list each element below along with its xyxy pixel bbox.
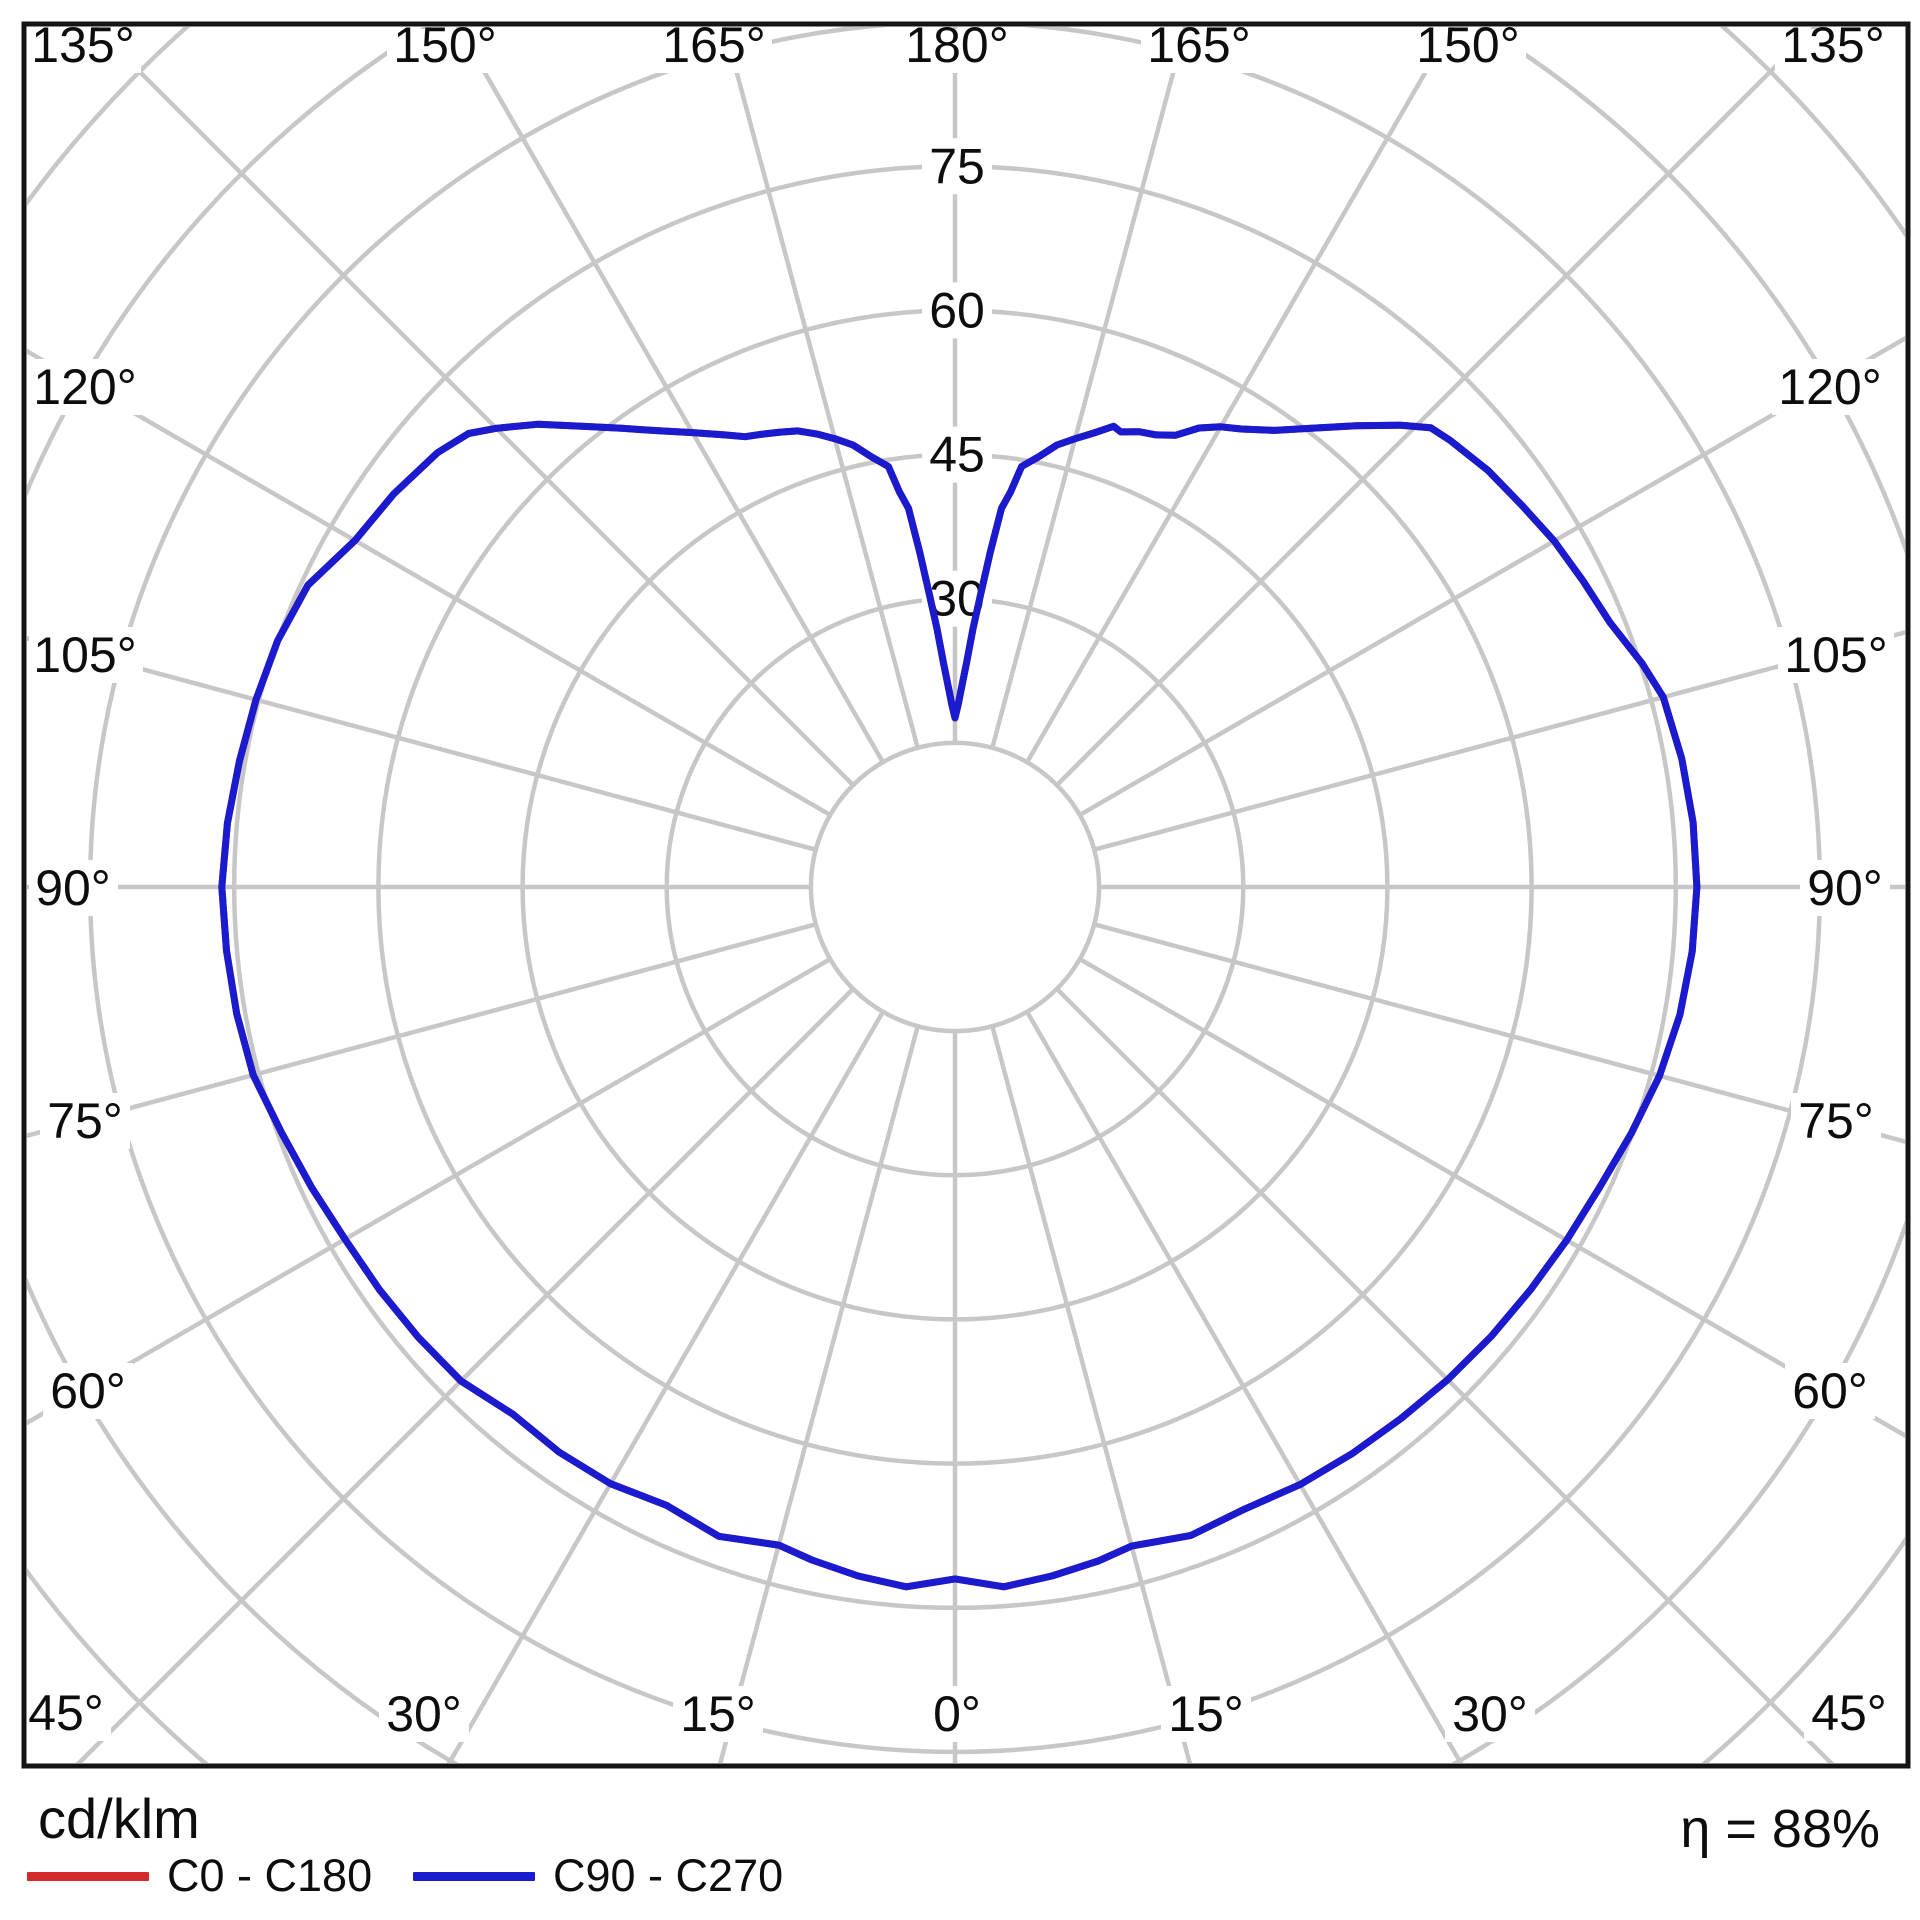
angle-label-5-bg (1410, 29, 1526, 73)
grid-spoke-255 (27, 636, 817, 852)
grid-spoke-30 (1025, 1010, 1464, 1763)
angle-label-16: 75° (1798, 1093, 1874, 1149)
grid-spoke-60 (1078, 957, 1905, 1439)
legend-swatch-c90-c270 (413, 1871, 535, 1881)
angle-label-14-bg (1778, 627, 1894, 683)
angle-label-23: 30° (1452, 1686, 1528, 1742)
grid-spoke-330 (446, 1010, 885, 1763)
angle-label-3-bg (899, 29, 1015, 73)
radial-label-75: 75 (929, 138, 985, 194)
angle-label-13: 120° (1778, 359, 1881, 415)
angle-label-17-bg (1785, 1363, 1875, 1419)
radial-label-60: 60 (929, 282, 985, 338)
legend-label-c0-c180: C0 - C180 (167, 1850, 373, 1901)
grid-spoke-345 (717, 1025, 920, 1763)
angle-label-11: 60° (50, 1363, 126, 1419)
grid-spoke-105 (1093, 630, 1905, 852)
angle-label-19: 30° (386, 1686, 462, 1742)
unit-label: cd/klm (38, 1787, 200, 1850)
angle-label-10: 75° (47, 1093, 123, 1149)
angle-label-16-bg (1791, 1093, 1881, 1149)
radial-label-45-bg (922, 426, 992, 483)
grid-spoke-135 (1055, 27, 1819, 787)
grid-spoke-210 (455, 27, 885, 764)
legend-item-c90-c270: C90 - C270 (413, 1850, 783, 1902)
angle-label-4-bg (1141, 29, 1257, 73)
angle-label-23-bg (1445, 1686, 1535, 1742)
grid-spoke-45 (1055, 987, 1835, 1763)
angle-label-21-bg (925, 1686, 989, 1742)
grid-spoke-150 (1025, 27, 1455, 764)
angle-label-0-bg (29, 29, 141, 73)
angle-label-8: 105° (33, 627, 136, 683)
angle-label-2-bg (656, 29, 772, 73)
legend-item-c0-c180: C0 - C180 (27, 1850, 372, 1902)
angle-label-22: 15° (1168, 1686, 1244, 1742)
angle-label-22-bg (1161, 1686, 1251, 1742)
radial-label-75-bg (922, 138, 992, 195)
grid-ring-15 (808, 740, 1102, 1034)
c90-c270-curve (218, 420, 1701, 1591)
radial-label-45: 45 (929, 427, 985, 483)
grid-spoke-165 (990, 27, 1188, 749)
angle-label-6-bg (1775, 29, 1891, 73)
angle-label-9-bg (29, 860, 118, 916)
grid-spoke-300 (27, 957, 832, 1426)
angle-label-8-bg (29, 627, 143, 683)
angle-label-7-bg (29, 359, 143, 415)
grid-spoke-15 (990, 1025, 1193, 1763)
radial-label-60-bg (922, 282, 992, 339)
angle-label-21: 0° (933, 1686, 981, 1742)
angle-label-1-bg (387, 29, 503, 73)
grid-spoke-195 (722, 27, 920, 749)
plot-frame (21, 21, 1911, 1769)
angle-label-13-bg (1772, 359, 1888, 415)
angle-label-20: 15° (680, 1686, 756, 1742)
angle-label-20-bg (673, 1686, 763, 1742)
grid-spoke-315 (75, 987, 855, 1763)
axis-labels: 135° 150° 165° 180° 165° 150° 135°120°105°90°7… (28, 17, 1894, 1742)
angle-label-10-bg (40, 1093, 130, 1149)
angle-label-12-bg (29, 1685, 111, 1741)
angle-label-18-bg (1804, 1685, 1894, 1741)
legend-label-c90-c270: C90 - C270 (553, 1850, 784, 1901)
angle-label-17: 60° (1792, 1363, 1868, 1419)
grid-spoke-120 (1078, 335, 1905, 817)
angle-label-12: 45° (28, 1685, 104, 1741)
grid-spoke-285 (27, 922, 817, 1138)
angle-label-14: 105° (1784, 627, 1887, 683)
curves (218, 420, 1701, 1591)
angle-label-9: 90° (35, 860, 111, 916)
grid-spoke-240 (27, 348, 832, 817)
angle-label-15-bg (1800, 860, 1890, 916)
angle-label-7: 120° (33, 359, 136, 415)
grid-spoke-225 (91, 27, 855, 787)
angle-label-19-bg (379, 1686, 469, 1742)
angle-label-11-bg (43, 1363, 133, 1419)
grid-spoke-75 (1093, 922, 1905, 1144)
efficiency-label: η = 88% (1680, 1799, 1880, 1859)
legend-swatch-c0-c180 (27, 1871, 149, 1881)
angle-label-18: 45° (1811, 1685, 1887, 1741)
angle-label-15: 90° (1807, 860, 1883, 916)
